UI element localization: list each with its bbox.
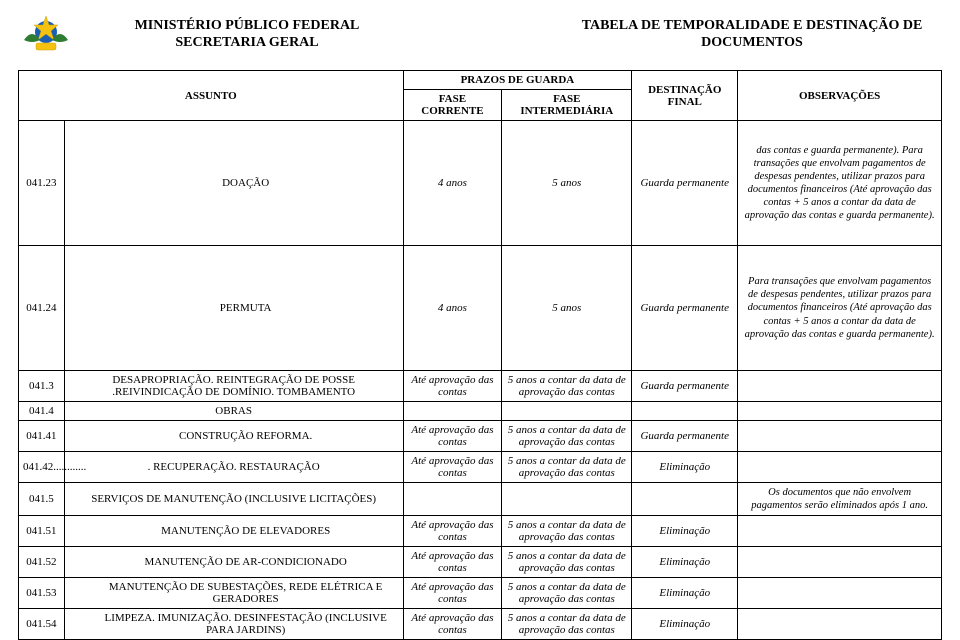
row-code: 041.54 xyxy=(19,609,65,640)
row-fc: Até aprovação das contas xyxy=(403,371,502,402)
row-fi: 5 anos a contar da data de aprovação das… xyxy=(502,516,632,547)
header-right: TABELA DE TEMPORALIDADE E DESTINAÇÃO DE … xyxy=(562,17,942,52)
row-fi: 5 anos a contar da data de aprovação das… xyxy=(502,578,632,609)
row-subject: DOAÇÃO xyxy=(64,121,403,246)
row-obs: Os documentos que não envolvem pagamento… xyxy=(738,483,942,516)
row-subject: MANUTENÇÃO DE SUBESTAÇÕES, REDE ELÉTRICA… xyxy=(64,578,403,609)
table-row: 041.41 CONSTRUÇÃO REFORMA. Até aprovação… xyxy=(19,421,942,452)
row-fc: Até aprovação das contas xyxy=(403,609,502,640)
col-destinacao: DESTINAÇÃO FINAL xyxy=(632,71,738,121)
row-fi: 5 anos xyxy=(502,121,632,246)
col-observacoes: OBSERVAÇÕES xyxy=(738,71,942,121)
row-fc xyxy=(403,483,502,516)
row-code: 041.41 xyxy=(19,421,65,452)
row-df: Eliminação xyxy=(632,578,738,609)
header-left: MINISTÉRIO PÚBLICO FEDERAL SECRETARIA GE… xyxy=(82,17,412,52)
row-subject: MANUTENÇÃO DE ELEVADORES xyxy=(64,516,403,547)
row-subject: OBRAS xyxy=(64,402,403,421)
row-code: 041.51 xyxy=(19,516,65,547)
row-df: Eliminação xyxy=(632,547,738,578)
col-fase-corrente: FASE CORRENTE xyxy=(403,90,502,121)
table-row: 041.51 MANUTENÇÃO DE ELEVADORES Até apro… xyxy=(19,516,942,547)
brazil-coat-of-arms-icon xyxy=(18,10,74,58)
doc-title-line1: TABELA DE TEMPORALIDADE E DESTINAÇÃO DE xyxy=(562,17,942,35)
table-row: 041.53 MANUTENÇÃO DE SUBESTAÇÕES, REDE E… xyxy=(19,578,942,609)
row-df: Guarda permanente xyxy=(632,421,738,452)
row-code: 041.24 xyxy=(19,246,65,371)
table-row: 041.54 LIMPEZA. IMUNIZAÇÃO. DESINFESTAÇÃ… xyxy=(19,609,942,640)
row-obs xyxy=(738,421,942,452)
col-assunto: ASSUNTO xyxy=(19,71,404,121)
row-subject: SERVIÇOS DE MANUTENÇÃO (INCLUSIVE LICITA… xyxy=(64,483,403,516)
row-fi: 5 anos a contar da data de aprovação das… xyxy=(502,547,632,578)
row-fi xyxy=(502,483,632,516)
row-fc: Até aprovação das contas xyxy=(403,452,502,483)
table-row: 041.42............ . RECUPERAÇÃO. RESTAU… xyxy=(19,452,942,483)
row-subject: MANUTENÇÃO DE AR-CONDICIONADO xyxy=(64,547,403,578)
row-fi xyxy=(502,402,632,421)
row-fi: 5 anos a contar da data de aprovação das… xyxy=(502,609,632,640)
row-code: 041.52 xyxy=(19,547,65,578)
row-code: 041.3 xyxy=(19,371,65,402)
row-obs xyxy=(738,516,942,547)
row-df: Guarda permanente xyxy=(632,371,738,402)
row-fc: Até aprovação das contas xyxy=(403,421,502,452)
ministry-name: MINISTÉRIO PÚBLICO FEDERAL xyxy=(82,17,412,35)
row-df: Eliminação xyxy=(632,516,738,547)
col-fase-inter: FASE INTERMEDIÁRIA xyxy=(502,90,632,121)
row-subject: . RECUPERAÇÃO. RESTAURAÇÃO xyxy=(64,452,403,483)
table-head: ASSUNTO PRAZOS DE GUARDA DESTINAÇÃO FINA… xyxy=(19,71,942,121)
page: MINISTÉRIO PÚBLICO FEDERAL SECRETARIA GE… xyxy=(0,0,960,640)
header-titles: MINISTÉRIO PÚBLICO FEDERAL SECRETARIA GE… xyxy=(82,17,942,52)
row-fi: 5 anos a contar da data de aprovação das… xyxy=(502,452,632,483)
row-code: 041.53 xyxy=(19,578,65,609)
page-header: MINISTÉRIO PÚBLICO FEDERAL SECRETARIA GE… xyxy=(18,10,942,58)
row-subject: CONSTRUÇÃO REFORMA. xyxy=(64,421,403,452)
row-code: 041.5 xyxy=(19,483,65,516)
col-prazos: PRAZOS DE GUARDA xyxy=(403,71,632,90)
table-row: 041.5 SERVIÇOS DE MANUTENÇÃO (INCLUSIVE … xyxy=(19,483,942,516)
row-obs xyxy=(738,578,942,609)
row-fc: 4 anos xyxy=(403,246,502,371)
retention-table: ASSUNTO PRAZOS DE GUARDA DESTINAÇÃO FINA… xyxy=(18,70,942,640)
row-df xyxy=(632,402,738,421)
table-row: 041.4 OBRAS xyxy=(19,402,942,421)
row-obs xyxy=(738,547,942,578)
row-fi: 5 anos a contar da data de aprovação das… xyxy=(502,371,632,402)
row-df xyxy=(632,483,738,516)
row-code: 041.4 xyxy=(19,402,65,421)
row-fc: 4 anos xyxy=(403,121,502,246)
row-fc: Até aprovação das contas xyxy=(403,516,502,547)
row-subject: DESAPROPRIAÇÃO. REINTEGRAÇÃO DE POSSE .R… xyxy=(64,371,403,402)
row-df: Guarda permanente xyxy=(632,121,738,246)
row-fc: Até aprovação das contas xyxy=(403,547,502,578)
row-obs xyxy=(738,371,942,402)
table-row: 041.52 MANUTENÇÃO DE AR-CONDICIONADO Até… xyxy=(19,547,942,578)
row-obs xyxy=(738,609,942,640)
row-df: Eliminação xyxy=(632,452,738,483)
row-obs xyxy=(738,402,942,421)
row-fi: 5 anos a contar da data de aprovação das… xyxy=(502,421,632,452)
row-subject: LIMPEZA. IMUNIZAÇÃO. DESINFESTAÇÃO (INCL… xyxy=(64,609,403,640)
row-obs xyxy=(738,452,942,483)
table-row: 041.3 DESAPROPRIAÇÃO. REINTEGRAÇÃO DE PO… xyxy=(19,371,942,402)
row-fi: 5 anos xyxy=(502,246,632,371)
row-code: 041.23 xyxy=(19,121,65,246)
row-fc xyxy=(403,402,502,421)
row-obs: Para transações que envolvam pagamentos … xyxy=(738,246,942,371)
secretariat-name: SECRETARIA GERAL xyxy=(82,34,412,52)
row-obs: das contas e guarda permanente). Para tr… xyxy=(738,121,942,246)
table-row: 041.23 DOAÇÃO 4 anos 5 anos Guarda perma… xyxy=(19,121,942,246)
row-fc: Até aprovação das contas xyxy=(403,578,502,609)
doc-title-line2: DOCUMENTOS xyxy=(562,34,942,52)
row-subject: PERMUTA xyxy=(64,246,403,371)
row-df: Guarda permanente xyxy=(632,246,738,371)
table-row: 041.24 PERMUTA 4 anos 5 anos Guarda perm… xyxy=(19,246,942,371)
row-code: 041.42............ xyxy=(19,452,65,483)
row-df: Eliminação xyxy=(632,609,738,640)
